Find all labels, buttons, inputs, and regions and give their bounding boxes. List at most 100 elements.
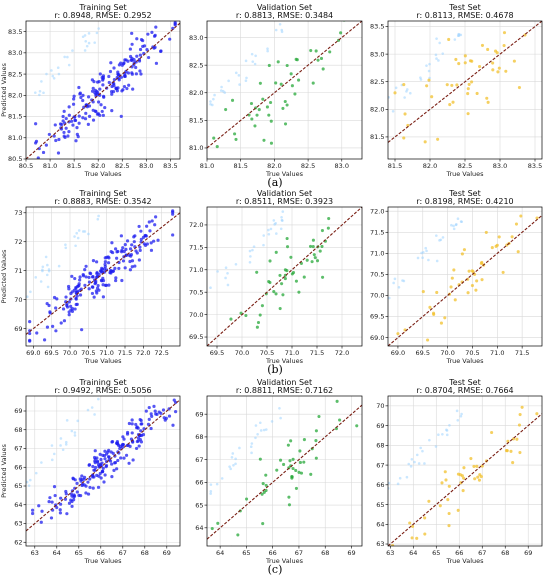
data-point bbox=[411, 524, 415, 528]
data-point bbox=[110, 84, 114, 89]
x-tick-label: 71.0 bbox=[490, 349, 504, 357]
y-tick-label: 69 bbox=[14, 407, 22, 415]
data-point bbox=[56, 151, 61, 155]
background-point bbox=[445, 433, 449, 437]
y-tick-label: 82.5 bbox=[370, 78, 384, 86]
background-point bbox=[415, 453, 419, 457]
data-point bbox=[439, 321, 443, 325]
data-point bbox=[274, 81, 278, 85]
data-point bbox=[109, 90, 114, 94]
data-point bbox=[90, 285, 95, 289]
data-point bbox=[516, 250, 520, 254]
data-point bbox=[141, 433, 146, 437]
x-axis-label: True Values bbox=[265, 357, 304, 365]
data-point bbox=[69, 304, 73, 308]
data-point bbox=[93, 109, 97, 113]
data-point bbox=[132, 240, 136, 244]
y-tick-label: 62 bbox=[14, 538, 22, 546]
background-point bbox=[441, 236, 445, 239]
background-point bbox=[427, 69, 431, 73]
data-point bbox=[130, 243, 134, 247]
data-point bbox=[73, 115, 77, 119]
data-point bbox=[149, 241, 153, 245]
background-point bbox=[61, 448, 65, 452]
data-point bbox=[309, 49, 313, 53]
data-point bbox=[75, 132, 79, 136]
data-point bbox=[173, 22, 177, 26]
background-point bbox=[388, 487, 390, 490]
data-point bbox=[467, 82, 471, 86]
y-tick-label: 83.5 bbox=[370, 23, 384, 31]
data-point bbox=[451, 100, 455, 104]
data-point bbox=[497, 235, 501, 239]
x-axis-label: True Values bbox=[83, 170, 122, 178]
data-point bbox=[119, 75, 124, 79]
data-point bbox=[71, 102, 76, 106]
data-point bbox=[108, 69, 113, 74]
y-tick-label: 69 bbox=[195, 410, 203, 418]
background-point bbox=[209, 489, 213, 493]
data-point bbox=[91, 259, 96, 263]
background-point bbox=[219, 89, 223, 92]
data-point bbox=[289, 72, 293, 76]
data-point bbox=[75, 126, 79, 130]
data-point bbox=[107, 455, 111, 459]
chart-subtitle: r: 0.8883, RMSE: 0.3542 bbox=[54, 197, 151, 206]
data-point bbox=[98, 452, 102, 456]
data-point bbox=[89, 271, 93, 276]
data-point bbox=[135, 439, 139, 444]
background-point bbox=[394, 86, 398, 90]
data-point bbox=[130, 58, 134, 62]
data-point bbox=[67, 300, 71, 304]
data-point bbox=[45, 301, 49, 306]
background-point bbox=[77, 229, 81, 232]
background-point bbox=[259, 429, 263, 432]
data-point bbox=[113, 266, 117, 270]
data-point bbox=[91, 486, 95, 490]
background-point bbox=[250, 442, 254, 445]
data-point bbox=[34, 122, 38, 126]
data-point bbox=[47, 499, 51, 504]
data-point bbox=[447, 511, 451, 516]
background-point bbox=[410, 458, 414, 461]
data-point bbox=[67, 310, 71, 314]
data-point bbox=[278, 273, 282, 277]
plot-area bbox=[26, 21, 180, 159]
data-point bbox=[267, 63, 271, 67]
data-point bbox=[81, 98, 85, 103]
background-point bbox=[409, 91, 412, 95]
data-point bbox=[501, 270, 505, 274]
data-point bbox=[97, 79, 101, 84]
data-point bbox=[149, 426, 153, 431]
data-point bbox=[486, 47, 490, 52]
data-point bbox=[59, 321, 63, 325]
y-tick-label: 68 bbox=[14, 426, 22, 434]
data-point bbox=[410, 352, 413, 355]
data-point bbox=[119, 456, 123, 460]
data-point bbox=[495, 243, 499, 247]
background-point bbox=[438, 239, 441, 242]
data-point bbox=[99, 269, 103, 273]
x-tick-label: 66 bbox=[455, 549, 463, 557]
background-point bbox=[460, 412, 463, 416]
data-point bbox=[288, 459, 292, 463]
background-point bbox=[409, 465, 413, 468]
background-point bbox=[220, 477, 224, 480]
figure-caption: (b) bbox=[267, 363, 283, 376]
background-point bbox=[29, 290, 32, 294]
data-point bbox=[96, 485, 101, 489]
data-point bbox=[98, 471, 102, 476]
axes-frame bbox=[387, 206, 543, 347]
data-point bbox=[249, 101, 254, 106]
data-point bbox=[308, 244, 313, 248]
data-point bbox=[122, 249, 126, 254]
data-point bbox=[116, 442, 120, 446]
background-point bbox=[57, 72, 61, 76]
data-point bbox=[72, 495, 76, 499]
background-point bbox=[278, 406, 281, 410]
data-point bbox=[450, 83, 454, 87]
data-point bbox=[134, 446, 139, 451]
plot-area bbox=[388, 21, 542, 144]
background-point bbox=[84, 40, 88, 43]
data-point bbox=[87, 287, 91, 291]
